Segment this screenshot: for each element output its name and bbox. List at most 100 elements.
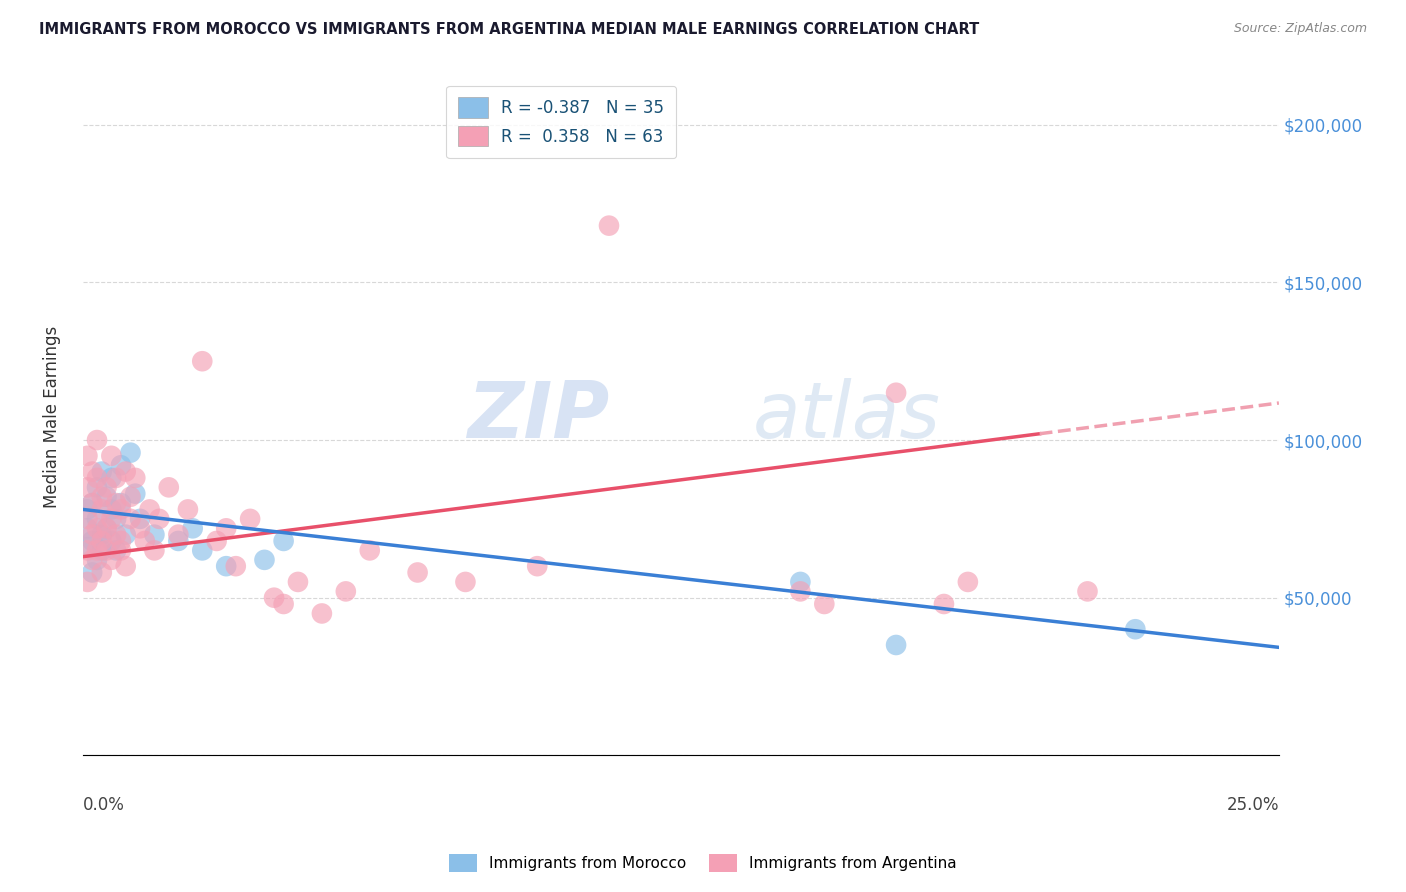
Point xyxy=(76,541,98,555)
Text: atlas: atlas xyxy=(752,378,941,454)
Text: IMMIGRANTS FROM MOROCCO VS IMMIGRANTS FROM ARGENTINA MEDIAN MALE EARNINGS CORREL: IMMIGRANTS FROM MOROCCO VS IMMIGRANTS FR… xyxy=(39,22,980,37)
Point xyxy=(157,480,180,494)
Point xyxy=(76,449,98,463)
Point xyxy=(120,512,142,526)
Point xyxy=(82,553,104,567)
Point xyxy=(884,385,907,400)
Point xyxy=(884,638,907,652)
Y-axis label: Median Male Earnings: Median Male Earnings xyxy=(44,326,60,508)
Point xyxy=(143,543,166,558)
Point xyxy=(86,543,108,558)
Point xyxy=(76,502,98,516)
Point xyxy=(96,490,118,504)
Point xyxy=(90,533,112,548)
Point xyxy=(86,512,108,526)
Point xyxy=(76,480,98,494)
Point xyxy=(110,543,132,558)
Point xyxy=(96,543,118,558)
Point xyxy=(105,496,128,510)
Point xyxy=(143,527,166,541)
Text: Source: ZipAtlas.com: Source: ZipAtlas.com xyxy=(1233,22,1367,36)
Point xyxy=(167,527,190,541)
Point xyxy=(86,471,108,485)
Point xyxy=(454,574,477,589)
Text: 25.0%: 25.0% xyxy=(1226,796,1279,814)
Point xyxy=(110,502,132,516)
Point xyxy=(273,533,295,548)
Point xyxy=(205,533,228,548)
Point xyxy=(110,496,132,510)
Point xyxy=(335,584,357,599)
Point xyxy=(167,533,190,548)
Point xyxy=(90,566,112,580)
Point xyxy=(82,496,104,510)
Point xyxy=(76,521,98,535)
Point xyxy=(191,543,214,558)
Point xyxy=(100,471,122,485)
Point xyxy=(82,465,104,479)
Point xyxy=(86,521,108,535)
Text: 0.0%: 0.0% xyxy=(83,796,125,814)
Point xyxy=(100,512,122,526)
Point xyxy=(82,566,104,580)
Point xyxy=(86,553,108,567)
Point xyxy=(105,512,128,526)
Point xyxy=(239,512,262,526)
Point xyxy=(273,597,295,611)
Point xyxy=(114,527,136,541)
Point xyxy=(148,512,170,526)
Point xyxy=(114,465,136,479)
Point xyxy=(110,458,132,473)
Point xyxy=(96,521,118,535)
Legend: Immigrants from Morocco, Immigrants from Argentina: Immigrants from Morocco, Immigrants from… xyxy=(441,846,965,880)
Point xyxy=(124,471,146,485)
Point xyxy=(76,543,98,558)
Point xyxy=(1123,622,1146,636)
Point xyxy=(100,533,122,548)
Point xyxy=(177,502,200,516)
Point xyxy=(100,553,122,567)
Point xyxy=(96,480,118,494)
Point xyxy=(789,574,811,589)
Point xyxy=(181,521,204,535)
Point xyxy=(90,527,112,541)
Point xyxy=(124,486,146,500)
Point xyxy=(406,566,429,580)
Point xyxy=(76,574,98,589)
Point xyxy=(138,502,160,516)
Point xyxy=(215,521,238,535)
Point xyxy=(253,553,276,567)
Point xyxy=(789,584,811,599)
Point xyxy=(105,527,128,541)
Point xyxy=(114,559,136,574)
Point xyxy=(191,354,214,368)
Point xyxy=(129,512,152,526)
Point xyxy=(96,521,118,535)
Point xyxy=(287,574,309,589)
Point xyxy=(215,559,238,574)
Point xyxy=(76,512,98,526)
Point xyxy=(82,533,104,548)
Point xyxy=(359,543,381,558)
Point xyxy=(86,480,108,494)
Point xyxy=(526,559,548,574)
Point xyxy=(90,502,112,516)
Point xyxy=(120,445,142,459)
Point xyxy=(90,543,112,558)
Point xyxy=(134,533,156,548)
Point xyxy=(110,533,132,548)
Point xyxy=(311,607,333,621)
Point xyxy=(225,559,247,574)
Point xyxy=(263,591,285,605)
Point xyxy=(86,433,108,447)
Point xyxy=(90,490,112,504)
Point xyxy=(105,543,128,558)
Point xyxy=(932,597,955,611)
Point xyxy=(598,219,620,233)
Point xyxy=(100,502,122,516)
Point xyxy=(90,465,112,479)
Point xyxy=(120,490,142,504)
Point xyxy=(82,527,104,541)
Point xyxy=(105,471,128,485)
Text: ZIP: ZIP xyxy=(467,378,609,454)
